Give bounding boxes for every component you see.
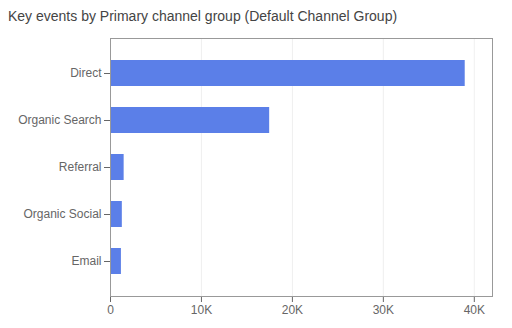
- html-text:Key events by Primary channel: Key events by Primary channel group (Def…: [8, 8, 398, 24]
- svg-text:Referral: Referral: [59, 160, 102, 174]
- svg-text:40K: 40K: [464, 303, 485, 317]
- svg-text:0: 0: [107, 303, 114, 317]
- svg-text:30K: 30K: [373, 303, 394, 317]
- svg-text:Organic Search: Organic Search: [18, 113, 101, 127]
- svg-text:Email: Email: [71, 254, 101, 268]
- svg-text:Organic Social: Organic Social: [23, 207, 101, 221]
- svg-text:20K: 20K: [282, 303, 303, 317]
- svg-text:Direct: Direct: [70, 66, 102, 80]
- svg-text:10K: 10K: [191, 303, 212, 317]
